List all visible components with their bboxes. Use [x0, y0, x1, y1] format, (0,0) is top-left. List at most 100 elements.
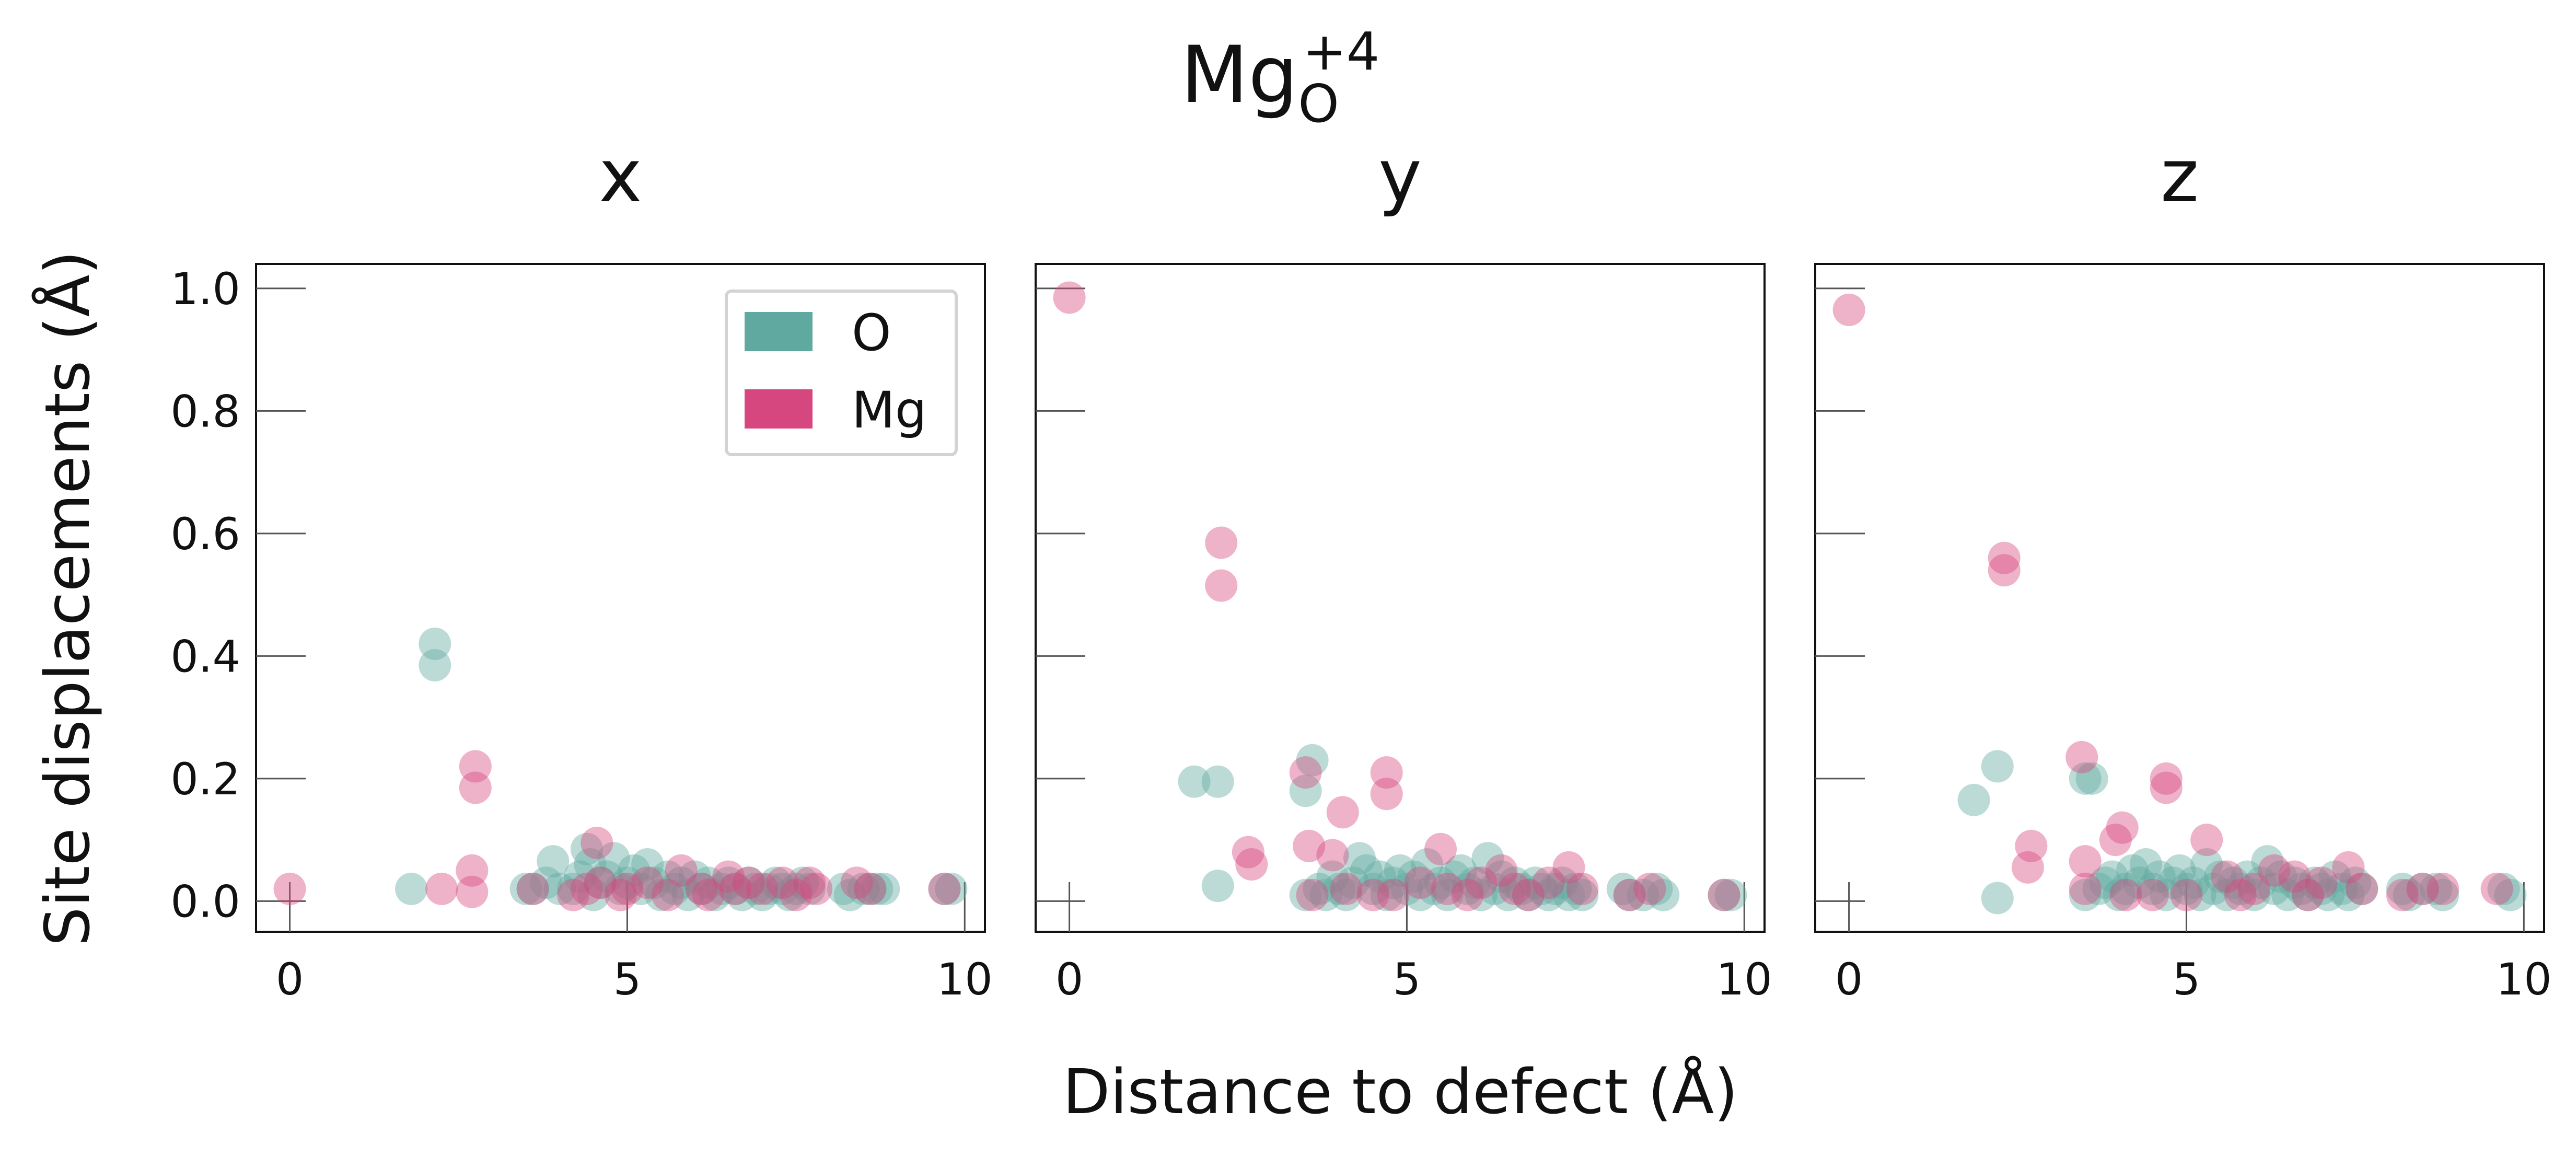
- data-point-o: [1384, 854, 1417, 887]
- data-point-mg: [800, 872, 833, 905]
- data-point-mg: [1633, 872, 1666, 905]
- data-point-o: [1343, 842, 1376, 875]
- data-point-o: [1981, 750, 2014, 783]
- data-point-mg: [1988, 541, 2021, 574]
- series-o: [395, 627, 968, 911]
- data-point-o: [1647, 878, 1680, 911]
- data-point-mg: [766, 866, 799, 899]
- data-point-mg: [2106, 811, 2139, 844]
- data-point-mg: [2170, 878, 2203, 911]
- series-o: [1957, 750, 2527, 915]
- data-point-o: [1363, 860, 1396, 893]
- data-point-o: [2210, 878, 2243, 911]
- sup-title-base: Mg: [1181, 30, 1298, 121]
- data-point-o: [2224, 872, 2257, 905]
- data-point-o: [2305, 872, 2338, 905]
- data-point-o: [2427, 878, 2459, 911]
- data-point-o: [1505, 872, 1538, 905]
- data-point-mg: [1832, 293, 1865, 326]
- data-point-o: [2204, 860, 2236, 893]
- data-point-o: [1981, 882, 2014, 915]
- data-point-o: [2386, 872, 2419, 905]
- data-point-o: [1552, 878, 1585, 911]
- plot-frame: [1035, 263, 1766, 933]
- data-point-o: [1465, 878, 1498, 911]
- data-point-o: [1337, 866, 1370, 899]
- data-point-mg: [1205, 526, 1238, 559]
- data-point-mg: [2099, 824, 2132, 857]
- data-point-o: [618, 854, 651, 887]
- legend-label-o: O: [852, 304, 891, 362]
- panel-z: z 0 5 10: [1814, 134, 2552, 1005]
- data-point-o: [2278, 866, 2311, 899]
- data-point-mg: [780, 878, 813, 911]
- data-point-o: [699, 878, 732, 911]
- data-point-o: [833, 878, 866, 911]
- data-point-o: [1471, 842, 1504, 875]
- data-point-o: [685, 872, 718, 905]
- data-point-mg: [2386, 878, 2419, 911]
- data-point-o: [2109, 872, 2142, 905]
- x-tick-label: 5: [1393, 954, 1421, 1005]
- data-point-o: [1350, 854, 1383, 887]
- data-point-mg: [2066, 741, 2098, 773]
- data-point-mg: [1377, 878, 1410, 911]
- data-point-o: [1330, 878, 1363, 911]
- data-point-mg: [516, 872, 549, 905]
- data-point-o: [2258, 872, 2291, 905]
- data-point-o: [2143, 860, 2176, 893]
- data-point-mg: [2069, 872, 2102, 905]
- data-point-o: [1559, 872, 1592, 905]
- series-mg: [273, 750, 961, 911]
- data-point-o: [678, 860, 711, 893]
- data-point-o: [2265, 860, 2297, 893]
- data-point-o: [1303, 872, 1336, 905]
- data-point-o: [2075, 762, 2108, 795]
- data-point-o: [2089, 866, 2122, 899]
- data-point-mg: [425, 872, 458, 905]
- data-point-o: [2237, 878, 2270, 911]
- data-point-o: [705, 872, 738, 905]
- data-point-o: [752, 872, 785, 905]
- series-o: [1178, 744, 1747, 911]
- panel-y: y 0 5 10: [1035, 134, 1772, 1005]
- legend-swatch-mg: [745, 389, 813, 429]
- y-axis-label: Site displacements (Å): [31, 250, 103, 946]
- data-point-o: [2103, 878, 2136, 911]
- data-point-mg: [719, 872, 752, 905]
- data-point-mg: [651, 878, 684, 911]
- data-point-o: [557, 872, 590, 905]
- data-point-mg: [570, 872, 603, 905]
- data-point-mg: [1424, 832, 1457, 865]
- data-point-o: [935, 872, 968, 905]
- series-mg: [1053, 281, 1740, 911]
- data-point-o: [1418, 872, 1451, 905]
- data-point-mg: [1512, 878, 1545, 911]
- data-point-mg: [1326, 796, 1359, 829]
- x-axis-label: Distance to defect (Å): [1063, 1056, 1738, 1128]
- data-point-mg: [1232, 836, 1264, 869]
- y-tick-label: 0.4: [170, 631, 240, 682]
- data-point-o: [2494, 878, 2527, 911]
- data-point-mg: [456, 875, 489, 908]
- data-point-o: [1492, 878, 1525, 911]
- data-point-mg: [712, 860, 745, 893]
- data-point-mg: [1370, 756, 1403, 789]
- data-point-o: [631, 848, 664, 881]
- data-point-o: [766, 872, 799, 905]
- data-point-o: [1411, 848, 1444, 881]
- data-point-o: [793, 872, 826, 905]
- data-point-mg: [2332, 851, 2365, 884]
- x-tick-label: 10: [1716, 954, 1772, 1005]
- data-point-o: [1296, 744, 1329, 777]
- data-point-mg: [2136, 878, 2169, 911]
- data-point-mg: [1235, 848, 1268, 881]
- data-point-mg: [557, 878, 590, 911]
- data-point-o: [2217, 866, 2250, 899]
- data-point-o: [2116, 854, 2149, 887]
- x-tick-label: 10: [937, 954, 993, 1005]
- data-point-o: [1957, 783, 1990, 816]
- data-point-mg: [1370, 778, 1403, 811]
- data-point-mg: [2210, 860, 2243, 893]
- data-point-o: [1518, 866, 1551, 899]
